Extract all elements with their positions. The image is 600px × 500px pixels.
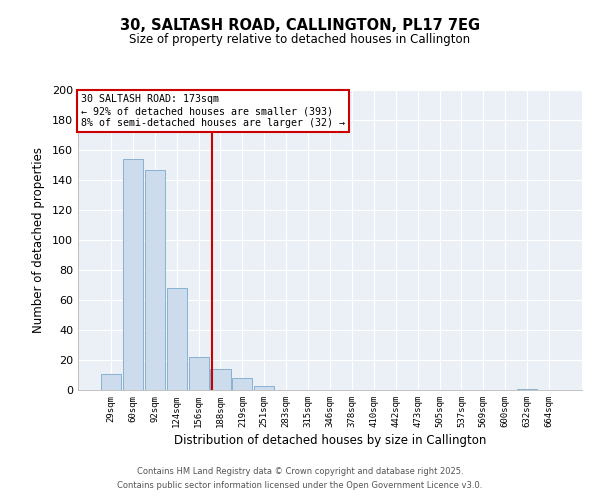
Bar [188, 357, 209, 390]
Bar [167, 288, 187, 390]
Text: Contains public sector information licensed under the Open Government Licence v3: Contains public sector information licen… [118, 481, 482, 490]
Bar [211, 369, 230, 390]
Bar [232, 378, 253, 390]
Text: Contains HM Land Registry data © Crown copyright and database right 2025.: Contains HM Land Registry data © Crown c… [137, 467, 463, 476]
Text: Size of property relative to detached houses in Callington: Size of property relative to detached ho… [130, 32, 470, 46]
Bar [101, 374, 121, 390]
Bar [123, 159, 143, 390]
Bar [254, 386, 274, 390]
Bar [145, 170, 165, 390]
X-axis label: Distribution of detached houses by size in Callington: Distribution of detached houses by size … [174, 434, 486, 447]
Y-axis label: Number of detached properties: Number of detached properties [32, 147, 45, 333]
Bar [517, 388, 537, 390]
Text: 30 SALTASH ROAD: 173sqm
← 92% of detached houses are smaller (393)
8% of semi-de: 30 SALTASH ROAD: 173sqm ← 92% of detache… [80, 94, 344, 128]
Text: 30, SALTASH ROAD, CALLINGTON, PL17 7EG: 30, SALTASH ROAD, CALLINGTON, PL17 7EG [120, 18, 480, 32]
